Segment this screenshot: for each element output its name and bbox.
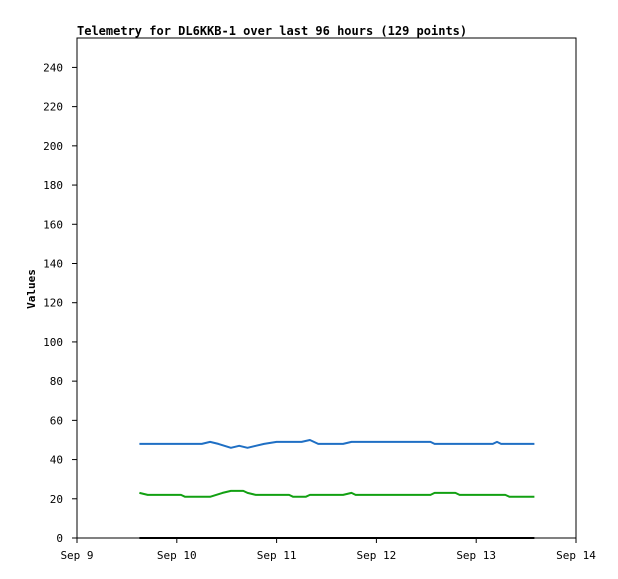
y-tick-label: 160 xyxy=(43,218,63,231)
x-tick-label: Sep 14 xyxy=(556,549,596,562)
x-tick-label: Sep 11 xyxy=(257,549,297,562)
x-axis: Sep 9 Sep 10 Sep 11 Sep 12 Sep 13 Sep 14 xyxy=(60,538,596,562)
y-tick-label: 240 xyxy=(43,61,63,74)
x-tick-label: Sep 9 xyxy=(60,549,93,562)
y-tick-label: 60 xyxy=(50,414,63,427)
series-line-1 xyxy=(139,439,535,449)
y-tick-label: 180 xyxy=(43,179,63,192)
x-tick-label: Sep 13 xyxy=(456,549,496,562)
y-tick-label: 40 xyxy=(50,454,63,467)
series-layer xyxy=(139,439,535,539)
y-tick-label: 220 xyxy=(43,101,63,114)
y-tick-label: 100 xyxy=(43,336,63,349)
x-tick-label: Sep 12 xyxy=(357,549,397,562)
y-tick-label: 80 xyxy=(50,375,63,388)
y-tick-label: 120 xyxy=(43,297,63,310)
y-axis: 0 20 40 60 80 100 120 140 160 180 200 220 240 xyxy=(43,61,77,545)
x-tick-label: Sep 10 xyxy=(157,549,197,562)
y-tick-label: 200 xyxy=(43,140,63,153)
y-tick-label: 20 xyxy=(50,493,63,506)
y-axis-label: Values xyxy=(25,269,38,309)
series-line-2 xyxy=(139,489,535,498)
chart-title: Telemetry for DL6KKB-1 over last 96 hour… xyxy=(77,24,467,38)
y-tick-label: 0 xyxy=(56,532,63,545)
y-tick-label: 140 xyxy=(43,257,63,270)
